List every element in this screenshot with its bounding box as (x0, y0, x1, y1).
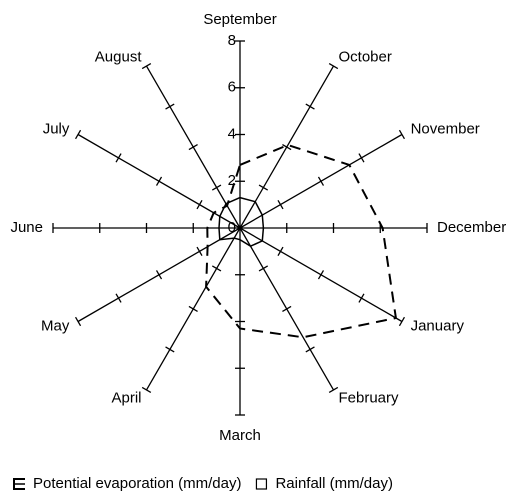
category-label: May (41, 317, 70, 334)
tick-mark (282, 143, 292, 151)
tick-mark (115, 293, 122, 303)
category-label: January (411, 317, 465, 334)
legend-label: Rainfall (mm/day) (275, 475, 393, 492)
tick-mark (305, 346, 315, 353)
category-label: February (339, 390, 400, 407)
tick-mark (74, 316, 82, 327)
tick-mark (196, 199, 203, 210)
series-line (218, 196, 265, 248)
tick-mark (398, 129, 406, 140)
tick-mark (211, 265, 222, 272)
category-label: April (111, 390, 141, 407)
tick-mark (211, 184, 222, 191)
r-tick-label: 6 (228, 79, 236, 96)
tick-mark (258, 184, 269, 191)
tick-mark (188, 305, 198, 313)
tick-mark (141, 62, 152, 70)
series-line (205, 143, 398, 339)
tick-mark (155, 176, 163, 186)
tick-mark (317, 270, 325, 280)
r-tick-label: 0 (228, 219, 236, 236)
tick-mark (165, 346, 175, 353)
tick-mark (328, 62, 339, 70)
tick-mark (258, 265, 269, 272)
category-label: August (95, 48, 143, 65)
category-label: June (10, 219, 43, 236)
tick-mark (282, 305, 292, 313)
tick-mark (74, 129, 82, 140)
tick-mark (317, 176, 325, 186)
r-tick-label: 2 (228, 172, 236, 189)
tick-mark (188, 143, 198, 151)
category-label: November (411, 120, 480, 137)
category-label: March (219, 427, 261, 444)
tick-mark (398, 316, 406, 327)
tick-mark (155, 270, 163, 280)
tick-mark (196, 246, 203, 257)
tick-mark (277, 246, 284, 257)
category-label: December (437, 219, 506, 236)
category-label: October (339, 48, 392, 65)
tick-mark (358, 293, 365, 303)
tick-mark (165, 103, 175, 110)
r-tick-label: 8 (228, 32, 236, 49)
tick-mark (141, 386, 152, 394)
tick-mark (328, 386, 339, 394)
tick-mark (277, 199, 284, 210)
tick-mark (305, 103, 315, 110)
tick-mark (115, 153, 122, 163)
r-tick-label: 4 (228, 125, 236, 142)
legend-label: Potential evaporation (mm/day) (33, 475, 241, 492)
category-label: July (43, 120, 70, 137)
category-label: September (203, 11, 276, 28)
legend-symbol (255, 478, 268, 490)
tick-mark (358, 153, 365, 163)
